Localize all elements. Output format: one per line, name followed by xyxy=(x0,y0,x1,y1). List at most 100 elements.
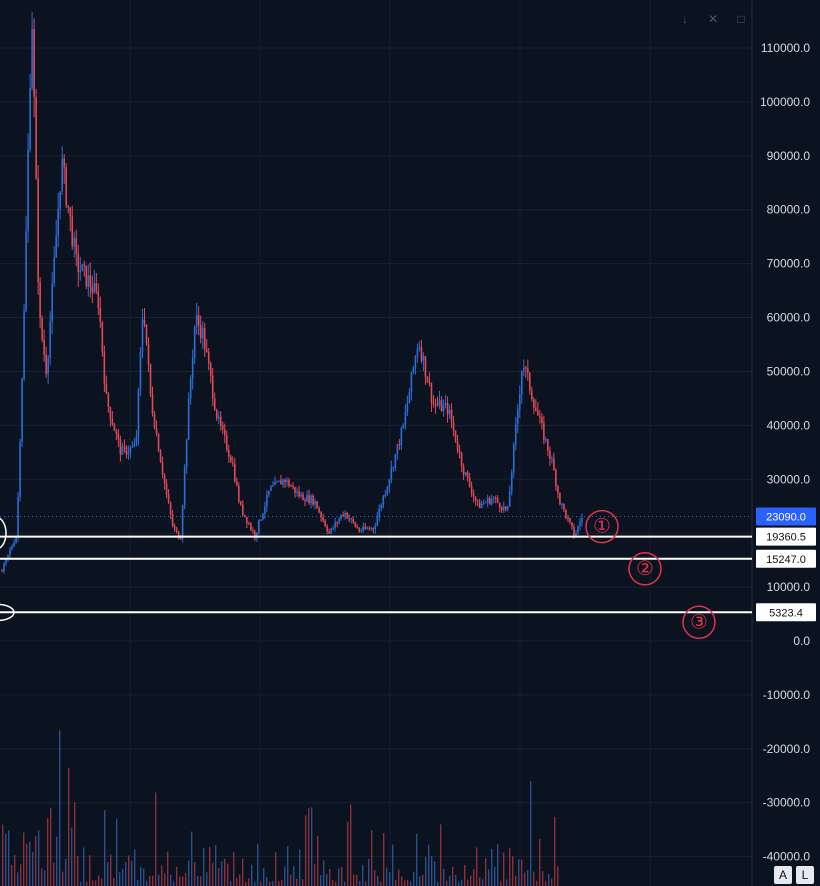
candle-body xyxy=(246,516,248,524)
volume-bar xyxy=(155,792,157,886)
candle-body xyxy=(262,513,264,520)
volume-bar xyxy=(308,808,310,886)
candle-body xyxy=(338,518,340,523)
volume-bar xyxy=(338,868,340,886)
candle-body xyxy=(127,452,130,455)
candle-body xyxy=(19,442,21,498)
volume-bar xyxy=(233,851,235,886)
candle-body xyxy=(179,538,182,540)
candle-body xyxy=(25,231,27,311)
candle-body xyxy=(418,346,421,349)
volume-bar xyxy=(266,876,268,886)
candle-body xyxy=(406,403,409,413)
download-icon[interactable]: ↓ xyxy=(682,12,688,26)
y-tick-label: 30000.0 xyxy=(767,472,811,486)
volume-bar xyxy=(383,833,385,886)
volume-bar xyxy=(5,833,7,886)
candle-body xyxy=(410,371,413,393)
auto-scale-button[interactable]: A xyxy=(774,866,792,884)
candle-body xyxy=(83,264,86,266)
y-tick-label: 90000.0 xyxy=(767,149,811,163)
candle-body xyxy=(53,257,55,284)
candle-body xyxy=(400,427,403,446)
volume-bar xyxy=(437,881,439,886)
candle-body xyxy=(272,485,274,487)
volume-bar xyxy=(104,810,106,886)
volume-bar xyxy=(164,873,166,886)
candle-body xyxy=(294,486,296,493)
volume-bar xyxy=(503,852,505,886)
volume-bar xyxy=(296,878,298,886)
volume-bar xyxy=(317,835,319,886)
volume-bar xyxy=(509,847,511,886)
candle-body xyxy=(175,528,178,532)
volume-bar xyxy=(386,867,388,886)
volume-bar xyxy=(299,849,301,886)
candle-body xyxy=(442,404,445,412)
volume-bar xyxy=(527,869,529,886)
volume-bar xyxy=(404,880,406,886)
y-tick-label: 110000.0 xyxy=(761,41,810,55)
volume-bar xyxy=(434,861,436,886)
candle-body xyxy=(366,528,369,530)
volume-bar xyxy=(494,866,496,886)
candle-body xyxy=(125,447,128,455)
candle-body xyxy=(392,467,395,469)
candle-body xyxy=(531,390,533,400)
y-tick-label: 10000.0 xyxy=(767,580,811,594)
candle-body xyxy=(500,507,503,511)
candle-body xyxy=(123,446,126,448)
log-scale-button[interactable]: L xyxy=(796,866,814,884)
volume-bar xyxy=(392,844,394,886)
candle-body xyxy=(211,376,214,399)
candle-body xyxy=(512,444,515,473)
candle-body xyxy=(256,532,258,539)
volume-bar xyxy=(125,862,127,886)
annotation-ellipse xyxy=(0,517,7,549)
volume-bar xyxy=(500,881,502,886)
level-marker-circle xyxy=(585,509,619,544)
candle-body xyxy=(165,483,168,495)
volume-bar xyxy=(467,879,469,886)
volume-bar xyxy=(68,768,70,886)
volume-bar xyxy=(422,874,424,886)
volume-bar xyxy=(344,881,346,886)
candle-body xyxy=(547,439,549,451)
maximize-icon[interactable]: □ xyxy=(737,12,745,26)
candle-body xyxy=(386,486,389,494)
volume-bar xyxy=(113,877,115,886)
volume-bar xyxy=(530,780,532,886)
volume-bar xyxy=(464,864,466,886)
candle-body xyxy=(177,531,180,539)
candle-body xyxy=(420,346,423,361)
volume-bar xyxy=(2,824,4,886)
volume-bar xyxy=(506,879,508,886)
candle-body xyxy=(474,496,477,501)
candle-body xyxy=(119,439,122,455)
candle-body xyxy=(533,399,535,408)
candle-body xyxy=(51,283,53,322)
candle-body xyxy=(320,512,322,518)
candle-body xyxy=(1,570,3,572)
volume-bar xyxy=(518,859,520,886)
volume-bar xyxy=(497,844,499,886)
volume-bar xyxy=(200,876,202,886)
volume-bar xyxy=(161,865,163,886)
close-icon[interactable]: ✕ xyxy=(707,12,719,26)
candle-body xyxy=(308,495,310,504)
candle-body xyxy=(563,503,565,510)
candle-body xyxy=(282,479,284,485)
volume-bar xyxy=(116,818,118,886)
level-marker-number: ② xyxy=(636,556,654,580)
candle-body xyxy=(398,444,401,446)
volume-bar xyxy=(557,866,559,886)
candle-body xyxy=(109,407,112,420)
volume-bar xyxy=(8,830,10,886)
volume-bar xyxy=(119,872,121,886)
volume-bar xyxy=(470,875,472,886)
candle-body xyxy=(492,498,495,500)
volume-bar xyxy=(173,881,175,886)
candle-body xyxy=(537,410,539,416)
candle-body xyxy=(81,264,84,271)
